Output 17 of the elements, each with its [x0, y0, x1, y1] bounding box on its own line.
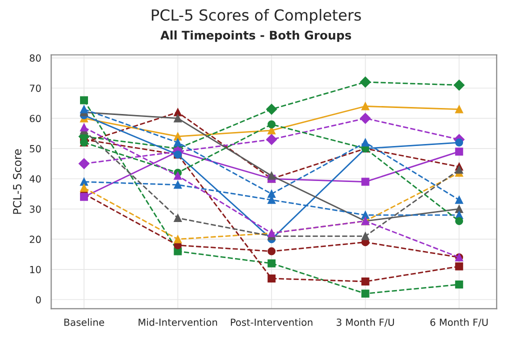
y-axis-title: PCL-5 Score [12, 149, 22, 214]
y-tick-label: 0 [36, 296, 41, 304]
y-tick-label: 30 [30, 205, 41, 213]
x-tick-label: 3 Month F/U [336, 318, 394, 327]
y-tick-label: 40 [30, 175, 41, 183]
y-tick-label: 70 [30, 84, 41, 92]
chart-subtitle: All Timepoints - Both Groups [160, 30, 352, 42]
y-tick-label: 20 [30, 236, 41, 244]
chart-title: PCL-5 Scores of Completers [152, 8, 361, 24]
x-tick-label: Baseline [64, 318, 104, 326]
x-tick-label: Mid-Intervention [138, 318, 218, 326]
y-tick-label: 60 [30, 114, 41, 122]
y-tick-label: 10 [30, 266, 41, 274]
y-tick-label: 50 [30, 145, 41, 152]
y-tick-label: 80 [30, 54, 41, 62]
x-tick-label: Post-Intervention [230, 318, 312, 326]
x-tick-label: 6 Month F/U [430, 318, 488, 327]
